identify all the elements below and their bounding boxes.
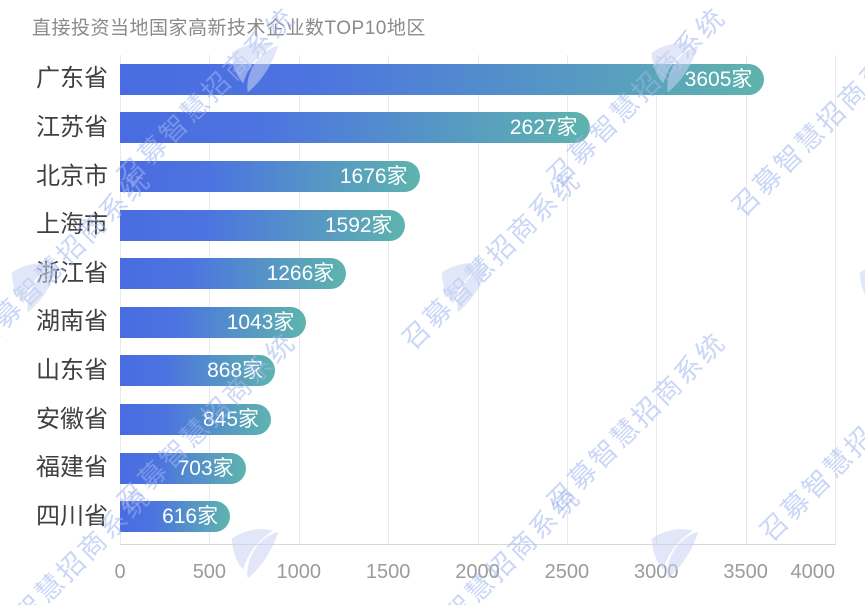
x-axis-tick-label: 2500 xyxy=(544,561,590,583)
value-label: 3605家 xyxy=(684,67,753,91)
bar[interactable]: 703家 xyxy=(120,452,246,484)
category-label: 上海市 xyxy=(36,211,108,239)
gridline xyxy=(388,55,390,544)
watermark-text: 召募智慧招商系统 xyxy=(754,356,865,548)
chart-title: 直接投资当地国家高新技术企业数TOP10地区 xyxy=(32,18,426,39)
x-axis-tick-label: 0 xyxy=(114,561,126,583)
x-axis-tick-label: 4000 xyxy=(790,561,836,583)
category-label: 福建省 xyxy=(36,454,108,482)
bar[interactable]: 845家 xyxy=(120,404,272,435)
bar[interactable]: 868家 xyxy=(120,355,276,387)
watermark-text: 召募智慧招商系统 xyxy=(396,164,588,356)
category-label: 湖南省 xyxy=(36,308,108,336)
sail-logo-icon xyxy=(441,263,489,313)
gridline xyxy=(745,55,747,544)
bar[interactable]: 1592家 xyxy=(120,209,405,241)
bar[interactable]: 1266家 xyxy=(120,258,347,290)
x-axis-tick-label: 1500 xyxy=(365,561,411,583)
value-label: 845家 xyxy=(202,408,260,431)
watermark-text: 召募智慧招商系统 xyxy=(726,31,865,223)
category-label: 安徽省 xyxy=(36,405,108,433)
watermark-text: 召募智慧招商系统 xyxy=(396,481,588,605)
bar[interactable]: 616家 xyxy=(120,501,231,533)
bar[interactable]: 1676家 xyxy=(120,161,420,192)
bar[interactable]: 3605家 xyxy=(120,63,765,95)
bar[interactable]: 2627家 xyxy=(120,112,590,144)
bar[interactable]: 1043家 xyxy=(120,306,307,338)
watermark-text: 召募智慧招商系统 xyxy=(0,481,158,605)
x-axis-tick-label: 3500 xyxy=(723,561,768,583)
value-label: 1266家 xyxy=(266,262,335,286)
x-axis-tick-label: 2000 xyxy=(455,561,500,583)
gridline xyxy=(656,55,658,544)
category-label: 山东省 xyxy=(36,356,108,384)
x-axis-tick-label: 3000 xyxy=(634,561,679,583)
value-label: 616家 xyxy=(162,505,219,529)
value-label: 868家 xyxy=(207,359,264,383)
x-axis-tick-label: 1000 xyxy=(276,561,322,583)
gridline xyxy=(209,55,211,544)
category-label: 浙江省 xyxy=(36,259,108,287)
value-label: 2627家 xyxy=(509,116,578,140)
value-label: 1592家 xyxy=(324,213,393,237)
gridline xyxy=(566,55,568,544)
category-label: 四川省 xyxy=(36,502,108,530)
category-label: 北京市 xyxy=(36,162,108,190)
sail-logo-icon xyxy=(859,269,865,295)
x-axis-line xyxy=(120,544,836,545)
category-label: 广东省 xyxy=(36,65,108,93)
category-label: 江苏省 xyxy=(36,113,108,141)
gridline xyxy=(120,55,121,544)
gridline xyxy=(298,55,300,544)
value-label: 703家 xyxy=(177,456,234,480)
x-axis-tick-label: 500 xyxy=(192,561,227,583)
gridline xyxy=(835,55,836,544)
sail-logo-icon xyxy=(231,529,279,579)
value-label: 1043家 xyxy=(226,310,295,334)
value-label: 1676家 xyxy=(339,165,408,188)
